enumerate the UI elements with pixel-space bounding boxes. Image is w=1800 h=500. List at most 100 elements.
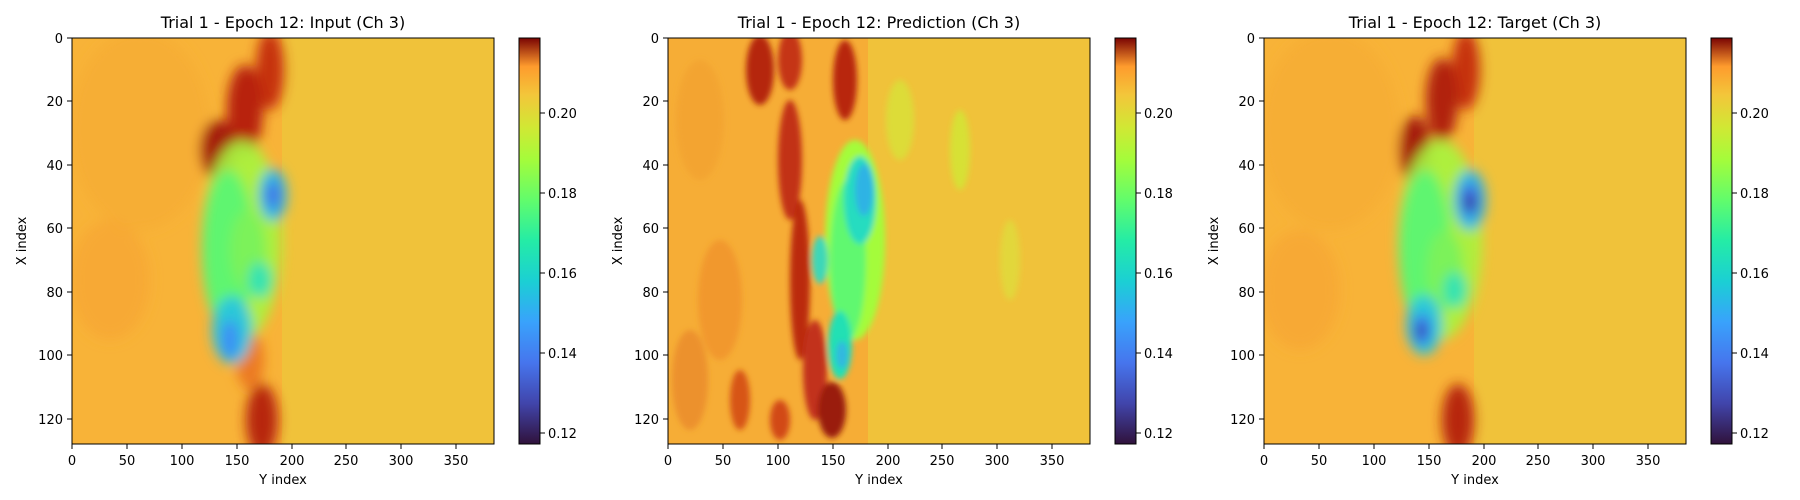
y-tick: 80	[642, 286, 668, 301]
svg-text:20: 20	[1238, 95, 1255, 110]
svg-text:0.16: 0.16	[1144, 267, 1173, 282]
x-tick: 200	[1472, 444, 1496, 469]
svg-text:0.18: 0.18	[548, 187, 577, 202]
colorbar-tick: 0.18	[1732, 187, 1769, 202]
panel-target: Trial 1 - Epoch 12: Target (Ch 3)	[1207, 13, 1769, 488]
x-axis: 0 50 100 150 200 250 300 350 Y index	[664, 444, 1065, 488]
svg-text:0: 0	[664, 454, 672, 469]
x-tick: 350	[1040, 444, 1065, 469]
svg-text:250: 250	[930, 454, 955, 469]
y-tick: 120	[1230, 413, 1264, 428]
x-axis-label: Y index	[1450, 473, 1499, 488]
colorbar-gradient	[1114, 37, 1137, 445]
svg-text:20: 20	[46, 95, 63, 110]
x-axis-label: Y index	[854, 473, 903, 488]
svg-text:150: 150	[821, 454, 846, 469]
colorbar-tick: 0.14	[1136, 347, 1173, 362]
svg-text:0.20: 0.20	[1740, 107, 1769, 122]
y-axis-label: X index	[611, 216, 626, 265]
colorbar-tick: 0.14	[1732, 347, 1769, 362]
colorbar-gradient	[1710, 37, 1733, 445]
x-tick: 300	[389, 444, 413, 469]
x-tick: 350	[1636, 444, 1660, 469]
svg-text:0: 0	[1260, 454, 1268, 469]
svg-text:0.18: 0.18	[1740, 187, 1769, 202]
svg-text:0.16: 0.16	[548, 267, 577, 282]
svg-text:350: 350	[1040, 454, 1065, 469]
x-tick: 150	[1417, 444, 1441, 469]
colorbar-tick: 0.16	[540, 267, 577, 282]
x-tick: 100	[170, 444, 195, 469]
y-tick: 60	[1238, 222, 1264, 237]
svg-text:0.12: 0.12	[548, 427, 577, 442]
svg-text:300: 300	[985, 454, 1010, 469]
x-tick: 300	[1581, 444, 1605, 469]
svg-text:0.14: 0.14	[1740, 347, 1769, 362]
y-tick: 100	[634, 349, 668, 364]
colorbar-tick: 0.18	[540, 187, 577, 202]
x-tick: 0	[68, 444, 76, 469]
x-tick: 350	[444, 444, 469, 469]
svg-text:60: 60	[1238, 222, 1255, 237]
y-tick: 120	[38, 413, 72, 428]
svg-text:80: 80	[1238, 286, 1255, 301]
y-tick: 60	[642, 222, 668, 237]
svg-text:50: 50	[1311, 454, 1328, 469]
svg-text:0: 0	[68, 454, 76, 469]
plot-frame	[1263, 37, 1687, 445]
colorbar-tick: 0.16	[1136, 267, 1173, 282]
colorbar-tick: 0.14	[540, 347, 577, 362]
svg-text:0.18: 0.18	[1144, 187, 1173, 202]
y-tick: 0	[1247, 32, 1264, 47]
heatmap-image	[668, 38, 1090, 444]
panel-title: Trial 1 - Epoch 12: Input (Ch 3)	[160, 13, 405, 32]
svg-text:120: 120	[38, 413, 63, 428]
svg-text:150: 150	[225, 454, 250, 469]
x-tick: 200	[280, 444, 304, 469]
colorbar-tick: 0.12	[540, 427, 577, 442]
svg-text:0: 0	[651, 32, 659, 47]
colorbar-tick: 0.16	[1732, 267, 1769, 282]
y-tick: 80	[1238, 286, 1264, 301]
y-axis-label: X index	[1207, 216, 1222, 265]
colorbar-tick: 0.20	[540, 107, 577, 122]
x-tick: 300	[985, 444, 1010, 469]
x-axis: 0 50 100 150 200 250 300 350 Y index	[68, 444, 469, 488]
svg-text:40: 40	[1238, 159, 1255, 174]
svg-text:20: 20	[642, 95, 659, 110]
svg-text:50: 50	[715, 454, 732, 469]
colorbar-tick: 0.18	[1136, 187, 1173, 202]
x-tick: 50	[1311, 444, 1328, 469]
panel-input: Trial 1 - Epoch 12: Input (Ch 3)	[15, 13, 577, 488]
x-tick: 50	[715, 444, 732, 469]
y-tick: 0	[651, 32, 668, 47]
svg-text:60: 60	[46, 222, 63, 237]
svg-text:0.14: 0.14	[548, 347, 577, 362]
colorbar-tick: 0.20	[1732, 107, 1769, 122]
svg-text:80: 80	[46, 286, 63, 301]
plot-frame	[71, 37, 495, 445]
svg-text:100: 100	[1230, 349, 1255, 364]
plot-frame	[667, 37, 1091, 445]
y-tick: 80	[46, 286, 72, 301]
y-tick: 20	[1238, 95, 1264, 110]
colorbar-tick: 0.20	[1136, 107, 1173, 122]
svg-text:100: 100	[170, 454, 195, 469]
y-tick: 100	[1230, 349, 1264, 364]
svg-text:200: 200	[876, 454, 901, 469]
y-tick: 40	[46, 159, 72, 174]
x-tick: 0	[664, 444, 672, 469]
colorbar-gradient	[518, 37, 541, 445]
svg-text:100: 100	[38, 349, 63, 364]
svg-text:100: 100	[634, 349, 659, 364]
svg-text:40: 40	[642, 159, 659, 174]
x-tick: 100	[1362, 444, 1386, 469]
x-tick: 100	[766, 444, 790, 469]
svg-text:50: 50	[119, 454, 136, 469]
x-tick: 150	[821, 444, 846, 469]
y-axis-label: X index	[15, 216, 30, 265]
svg-text:60: 60	[642, 222, 659, 237]
svg-text:350: 350	[444, 454, 469, 469]
y-tick: 40	[642, 159, 668, 174]
x-tick: 200	[876, 444, 901, 469]
